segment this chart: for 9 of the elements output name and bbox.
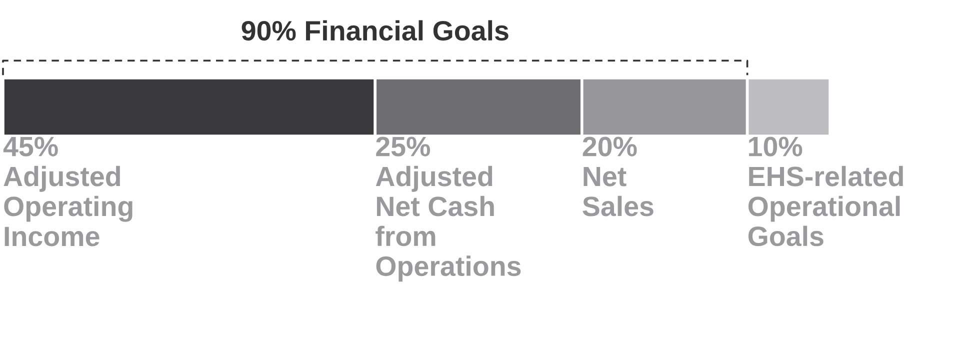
data-label: 20% xyxy=(582,136,637,156)
data-label: 10% xyxy=(749,136,802,156)
series-label: Net Sales xyxy=(582,166,654,216)
series-label: Adjusted Operating Income xyxy=(4,166,132,246)
data-label: 25% xyxy=(376,136,430,156)
data-label: 45% xyxy=(3,136,58,156)
text: 90% Financial Goals xyxy=(242,20,508,41)
series-label: Adjusted Net Cash from Operations xyxy=(376,166,521,282)
series-label: EHS-related Operational Goals xyxy=(748,166,903,246)
